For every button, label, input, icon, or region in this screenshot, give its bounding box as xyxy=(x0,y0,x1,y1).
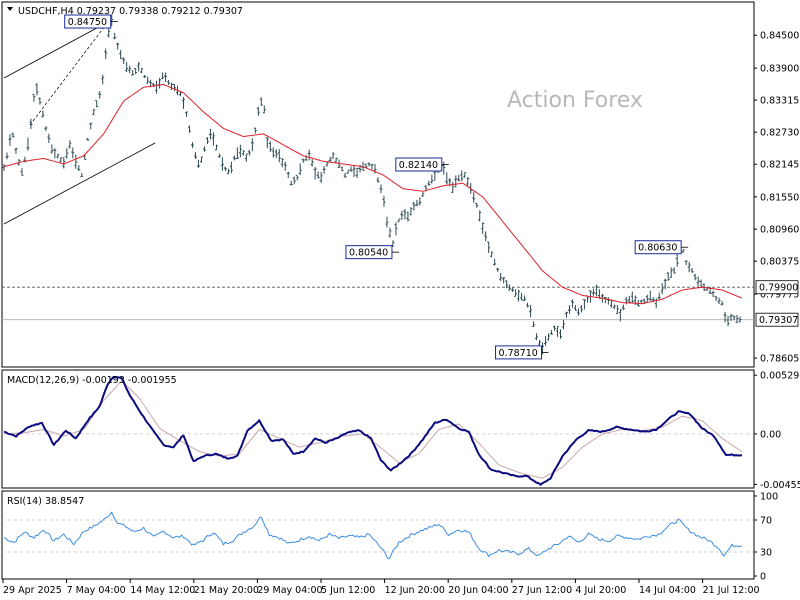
x-axis-tick-label: 21 May 20:00 xyxy=(194,585,259,596)
price-value-tag xyxy=(755,312,799,327)
symbol-readout: USDCHF,H4 0.79237 0.79338 0.79212 0.7930… xyxy=(18,6,243,17)
x-axis-tick-label: 14 May 12:00 xyxy=(130,585,195,596)
x-axis-tick-label: 29 May 04:00 xyxy=(257,585,322,596)
rsi-line xyxy=(3,511,743,560)
rsi-y-tick-label: 0 xyxy=(760,572,766,583)
price-y-tick-label: 0.80960 xyxy=(760,225,799,236)
price-value-tag-text: 0.79307 xyxy=(759,315,798,326)
x-axis-tick-label: 29 Apr 2025 xyxy=(3,585,62,596)
x-axis-tick-label: 7 May 04:00 xyxy=(67,585,126,596)
rsi-title: RSI(14) 38.8547 xyxy=(7,496,84,507)
channel-lower-line xyxy=(3,142,156,225)
price-y-tick-label: 0.82145 xyxy=(760,160,799,171)
price-y-tick-label: 0.80375 xyxy=(760,257,799,268)
rsi-y-tick-label: 70 xyxy=(760,516,772,527)
rsi-y-tick-label: 30 xyxy=(760,548,772,559)
price-value-tag xyxy=(755,280,799,295)
swing-label-text: 0.80540 xyxy=(349,248,388,259)
price-value-tag-text: 0.79900 xyxy=(759,283,798,294)
swing-label-text: 0.78710 xyxy=(499,348,538,359)
rsi-layer: RSI(14) 38.8547 xyxy=(2,496,754,560)
price-panel-frame xyxy=(1,1,755,368)
price-y-tick-label: 0.84500 xyxy=(760,31,799,42)
price-y-tick-label: 0.81550 xyxy=(760,192,799,203)
channel-mid-dashed-line xyxy=(29,21,109,126)
rsi-panel-frame xyxy=(1,490,755,580)
macd-title: MACD(12,26,9) -0.00193 -0.001955 xyxy=(7,375,177,386)
price-y-tick-label: 0.82730 xyxy=(760,128,799,139)
macd-main-line xyxy=(3,375,742,486)
watermark-text: Action Forex xyxy=(507,88,643,113)
macd-y-tick-label: 0.00 xyxy=(760,429,781,440)
x-axis-tick-label: 5 Jun 12:00 xyxy=(321,585,375,596)
price-layer: 0.84750 0.82140 0.80540 0.80630 0.78710 xyxy=(2,14,754,360)
x-axis-tick-label: 20 Jun 04:00 xyxy=(448,585,508,596)
macd-y-tick-label: -0.004557 xyxy=(760,480,800,491)
x-axis-tick-label: 21 Jul 12:00 xyxy=(703,585,760,596)
swing-label-text: 0.80630 xyxy=(638,243,677,254)
moving-average-line xyxy=(3,84,743,305)
swing-label-text: 0.82140 xyxy=(399,160,438,171)
price-y-tick-label: 0.83900 xyxy=(760,64,799,75)
price-y-tick-label: 0.79775 xyxy=(760,290,799,301)
macd-panel-frame xyxy=(1,369,755,489)
x-axis-tick-label: 14 Jul 04:00 xyxy=(639,585,696,596)
x-axis-tick-label: 4 Jul 20:00 xyxy=(575,585,626,596)
swing-label-text: 0.84750 xyxy=(68,17,107,28)
axis-layer: 0.84500 0.83900 0.83315 0.82730 0.82145 0.815… xyxy=(2,31,800,596)
x-axis-tick-label: 12 Jun 20:00 xyxy=(385,585,445,596)
channel-upper-line xyxy=(3,21,109,79)
macd-layer: MACD(12,26,9) -0.00193 -0.001955 xyxy=(2,375,754,486)
price-y-tick-label: 0.78605 xyxy=(760,354,799,365)
macd-y-tick-label: 0.00529 xyxy=(760,371,799,382)
price-y-tick-label: 0.83315 xyxy=(760,96,799,107)
rsi-y-tick-label: 100 xyxy=(760,492,778,503)
x-axis-tick-label: 27 Jun 12:00 xyxy=(512,585,572,596)
dropdown-triangle-icon[interactable] xyxy=(7,7,13,11)
